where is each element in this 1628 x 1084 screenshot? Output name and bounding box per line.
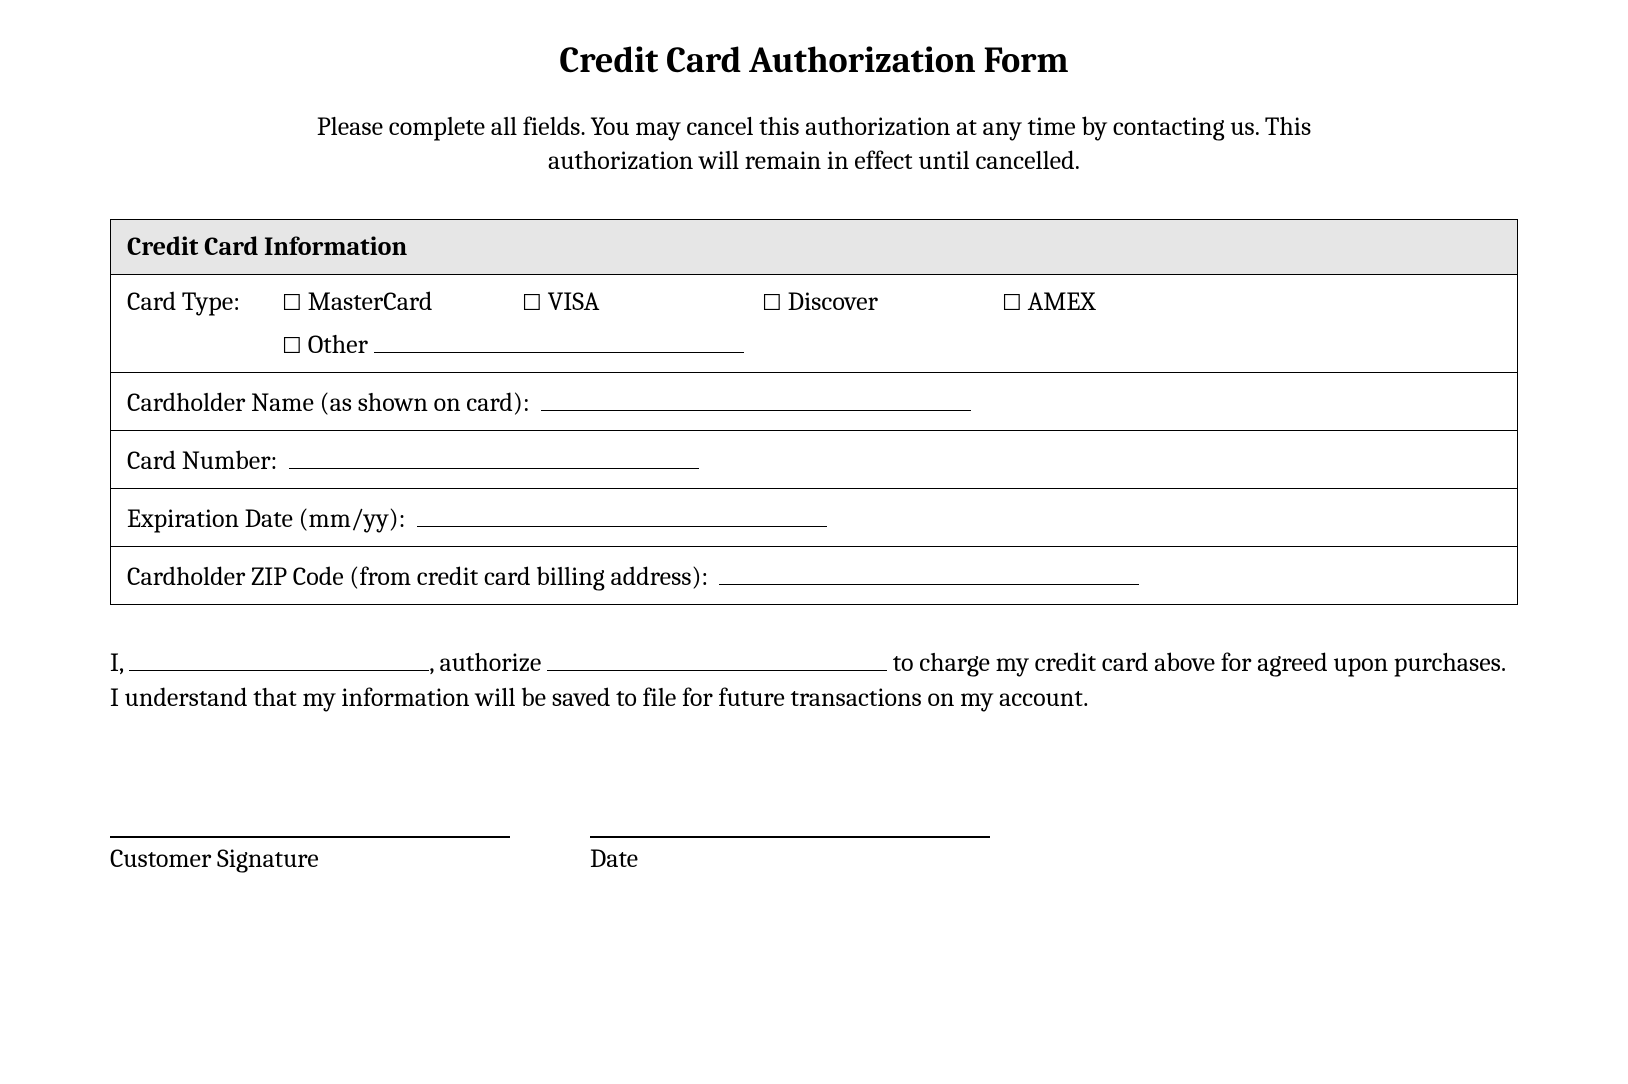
checkbox-icon: ☐: [1002, 290, 1022, 316]
signature-block: Customer Signature: [110, 836, 510, 874]
auth-company-blank[interactable]: [547, 645, 887, 671]
intro-text: Please complete all fields. You may canc…: [254, 111, 1374, 179]
option-discover-label: Discover: [788, 287, 878, 317]
section-header: Credit Card Information: [111, 219, 1518, 274]
option-amex[interactable]: ☐AMEX: [1002, 287, 1095, 317]
checkbox-icon: ☐: [282, 290, 302, 316]
cardholder-name-blank[interactable]: [541, 385, 971, 411]
signature-line[interactable]: [110, 836, 510, 838]
option-mastercard-label: MasterCard: [308, 287, 433, 317]
auth-name-blank[interactable]: [129, 645, 429, 671]
cardholder-name-row: Cardholder Name (as shown on card):: [111, 372, 1518, 430]
card-type-row: Card Type: ☐MasterCard ☐VISA ☐Discover: [111, 274, 1518, 372]
signature-row: Customer Signature Date: [110, 836, 1518, 874]
auth-text-2: , authorize: [429, 648, 541, 678]
option-mastercard[interactable]: ☐MasterCard: [282, 287, 522, 317]
page: Credit Card Authorization Form Please co…: [0, 0, 1628, 1084]
date-block: Date: [590, 836, 990, 874]
authorization-paragraph: I, , authorize to charge my credit card …: [110, 645, 1518, 716]
zip-label: Cardholder ZIP Code (from credit card bi…: [127, 562, 708, 592]
expiration-blank[interactable]: [417, 501, 827, 527]
expiration-label: Expiration Date (mm/yy):: [127, 504, 405, 534]
checkbox-icon: ☐: [282, 333, 302, 359]
option-visa[interactable]: ☐VISA: [522, 287, 762, 317]
form-title: Credit Card Authorization Form: [110, 40, 1518, 81]
signature-label: Customer Signature: [110, 844, 510, 874]
auth-text-1: I,: [110, 648, 123, 678]
date-line[interactable]: [590, 836, 990, 838]
date-label: Date: [590, 844, 990, 874]
option-other[interactable]: ☐Other: [282, 327, 1501, 360]
option-discover[interactable]: ☐Discover: [762, 287, 1002, 317]
card-type-label: Card Type:: [127, 287, 282, 317]
checkbox-icon: ☐: [522, 290, 542, 316]
expiration-row: Expiration Date (mm/yy):: [111, 488, 1518, 546]
card-info-table: Credit Card Information Card Type: ☐Mast…: [110, 219, 1518, 605]
option-amex-label: AMEX: [1028, 287, 1096, 317]
card-number-label: Card Number:: [127, 446, 277, 476]
cardholder-name-label: Cardholder Name (as shown on card):: [127, 388, 529, 418]
option-visa-label: VISA: [548, 287, 600, 317]
zip-row: Cardholder ZIP Code (from credit card bi…: [111, 546, 1518, 604]
option-other-label: Other: [308, 330, 368, 360]
other-blank[interactable]: [374, 327, 744, 353]
card-number-blank[interactable]: [289, 443, 699, 469]
checkbox-icon: ☐: [762, 290, 782, 316]
zip-blank[interactable]: [719, 559, 1139, 585]
card-number-row: Card Number:: [111, 430, 1518, 488]
